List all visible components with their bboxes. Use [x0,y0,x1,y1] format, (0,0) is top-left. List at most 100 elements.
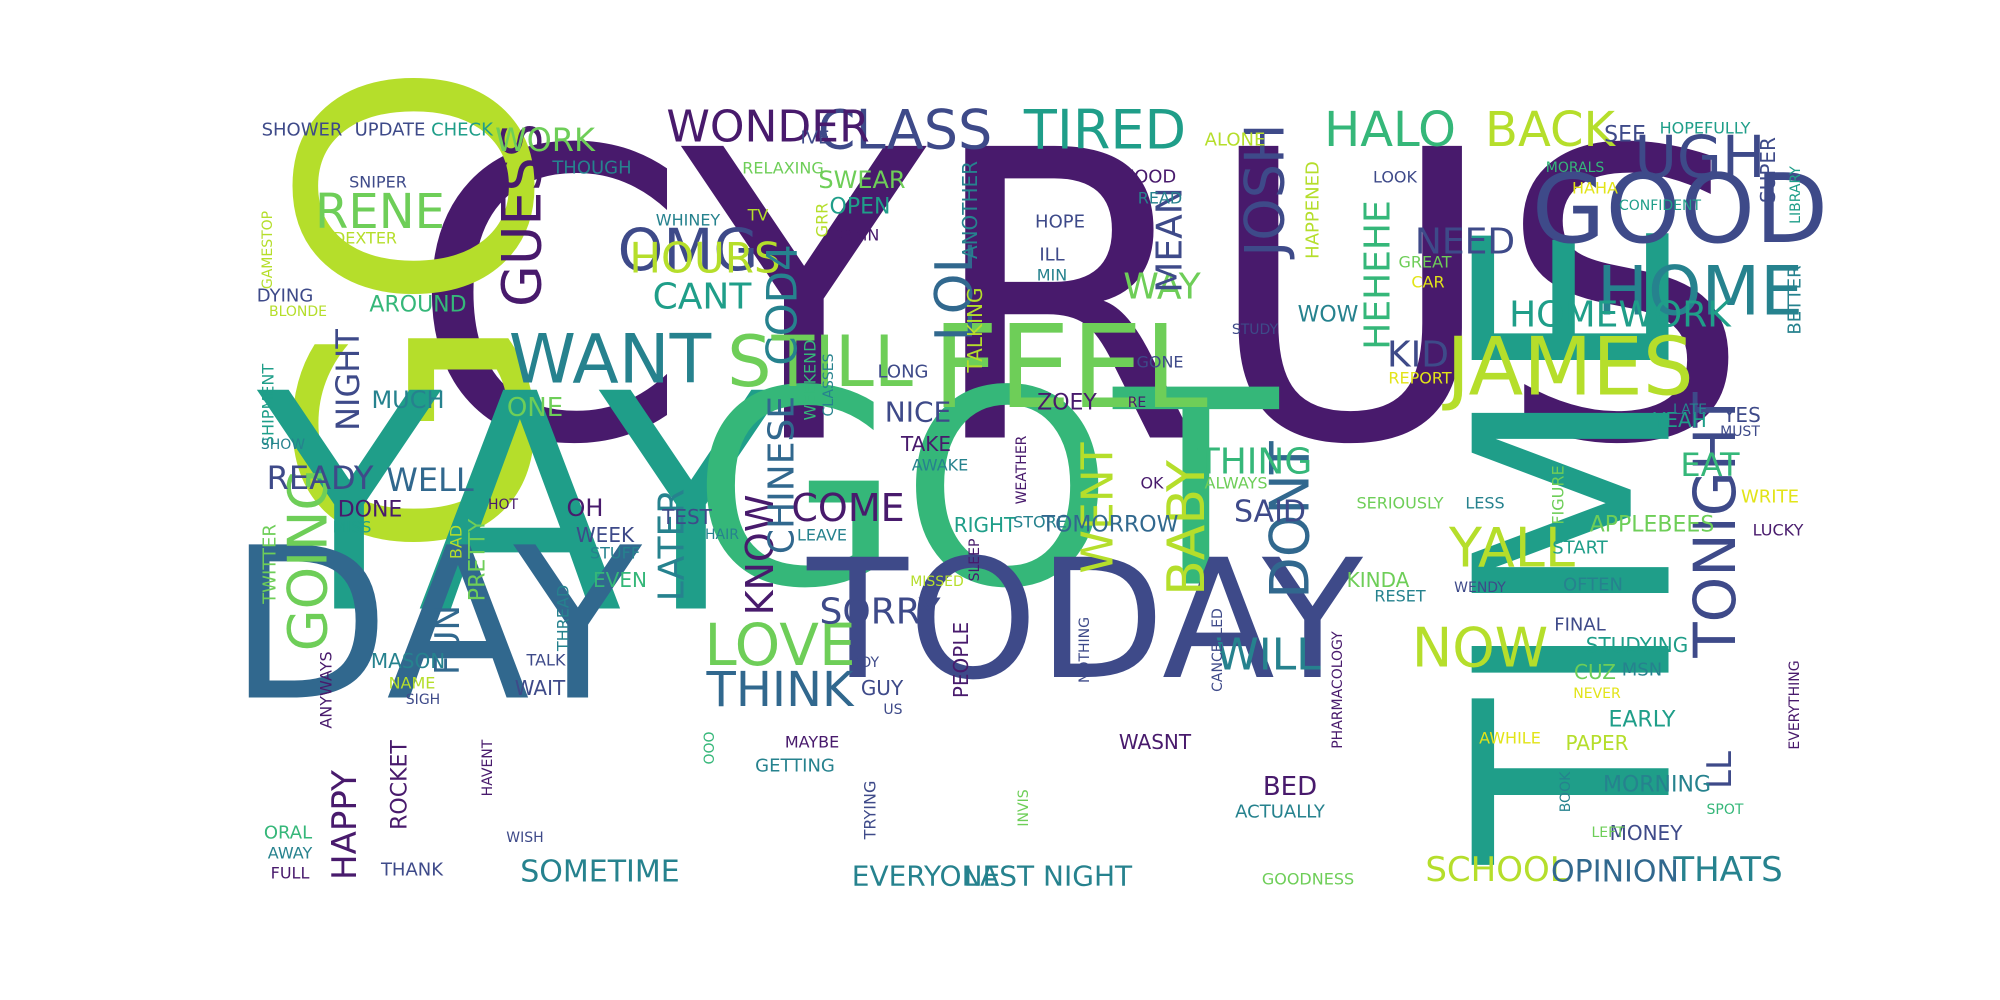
word-much: MUCH [371,386,444,414]
word-later: LATER [652,489,693,601]
word-hair: HAIR [705,527,739,543]
word-time: TIME [1418,216,1733,868]
word-min: MIN [1037,266,1068,285]
word-omg: OMG [618,216,759,284]
word-go: GO [234,60,606,560]
word-cyrus: CYRUS [409,68,1750,533]
word-us: US [883,702,902,718]
word-feel: FEEL [932,301,1208,435]
word-write: WRITE [1741,487,1799,508]
word-figure: FIGURE [1549,465,1568,524]
word-confident: CONFIDENT [1619,198,1702,214]
word-going: GOING [277,469,340,652]
word-swear: SWEAR [818,166,905,194]
word-good: GOOD [1532,155,1828,265]
word-thread: THREAD [554,585,573,652]
word-see: SEE [1604,123,1646,148]
word-shipment: SHIPMENT [259,364,278,446]
word-last-night: LAST NIGHT [964,860,1133,893]
word-anyways: ANYWAYS [317,651,336,728]
word-happened: HAPPENED [1303,161,1324,259]
word-chinese: CHINESE [762,396,803,554]
word-msn: MSN [1622,660,1662,681]
word-super: SUPER [1756,137,1780,203]
word-even: EVEN [593,568,647,592]
word-look: LOOK [1373,168,1418,187]
word-cancelled: CANCELLED [1210,608,1226,692]
word-done: DONE [338,498,403,523]
word-yay: YAY [253,331,787,680]
word-kid: KID [1387,335,1449,376]
word-long: LONG [878,362,929,383]
word-store: STORE [1013,513,1067,532]
word-whiney: WHINEY [656,211,721,230]
word-alone: ALONE [1205,130,1266,151]
word-bed: BED [1263,772,1317,802]
word-james: JAMES [1441,321,1693,414]
word-weekend: WEEKEND [801,340,820,421]
word-take: TAKE [900,432,951,456]
word-study: STUDY [1232,322,1279,338]
word-awake: AWAKE [912,456,969,475]
word-nothing: NOTHING [1077,617,1093,683]
word-morals: MORALS [1546,160,1605,176]
word-dexter: DEXTER [333,229,397,248]
word-book: BOOK [1558,771,1574,812]
word-eat: EAT [1680,446,1740,484]
word-open: OPEN [830,195,891,220]
word-day: DAY [228,503,642,748]
word-ugh: UGH [1634,123,1765,191]
word-everyone: EVERYONE [852,860,1000,893]
word-hours: HOURS [629,234,780,283]
word-another: ANOTHER [958,161,982,259]
word-thank: THANK [380,860,444,881]
word-less: LESS [1465,494,1504,513]
word-test: TEST [661,505,713,529]
word-boy: BOY [851,655,880,671]
word-trying: TRYING [861,781,880,841]
word-ill: ILL [1039,245,1064,266]
word-yes: YES [1722,403,1761,427]
word-missed: MISSED [910,574,964,590]
word-name: NAME [389,674,436,693]
word-ooo: OOO [702,731,718,764]
word-home: HOME [1597,253,1803,332]
word-hot: HOT [488,497,519,513]
word-wasnt: WASNT [1119,730,1192,754]
word-cuz: CUZ [1574,660,1616,684]
word-haha: HAHA [1572,179,1618,198]
word-want: WANT [509,321,712,400]
word-class: CLASS [818,99,993,162]
word-check: CHECK [431,120,494,141]
word-today: TODAY [806,524,1364,716]
word-re: RE [1128,395,1147,411]
word-guess: GUESS [491,123,554,307]
word-library: LIBRARY [1788,166,1804,224]
word-lucky: LUCKY [1753,521,1804,540]
word-know: KNOW [738,495,782,616]
word-right: RIGHT [954,513,1017,537]
word-rene: RENE [315,184,445,240]
word-tired: TIRED [1023,99,1186,162]
word-goodness: GOODNESS [1262,870,1354,889]
word-read: READ [1138,189,1183,208]
word-tonight: TONIGHT [1681,392,1749,659]
word-full: FULL [271,864,310,883]
word-thats: THATS [1672,850,1782,890]
word-relaxing: RELAXING [742,159,824,178]
word-hehehe: HEHEHE [1358,200,1399,349]
word-miss: MISS [333,518,372,537]
word-havent: HAVENT [480,739,496,796]
word-ll: LL [1700,751,1740,789]
word-wendy: WENDY [1454,580,1506,596]
word-said: SAID [1234,495,1306,530]
word-work: WORK [495,121,596,159]
word-sniper: SNIPER [349,173,407,192]
word-awhile: AWHILE [1479,729,1541,748]
word-sigh: SIGH [406,692,440,708]
word-actually: ACTUALLY [1235,802,1326,823]
word-happy: HAPPY [325,770,365,880]
word-morning: MORNING [1603,773,1711,798]
word-studying: STUDYING [1586,633,1688,657]
word-way: WAY [1123,267,1201,308]
